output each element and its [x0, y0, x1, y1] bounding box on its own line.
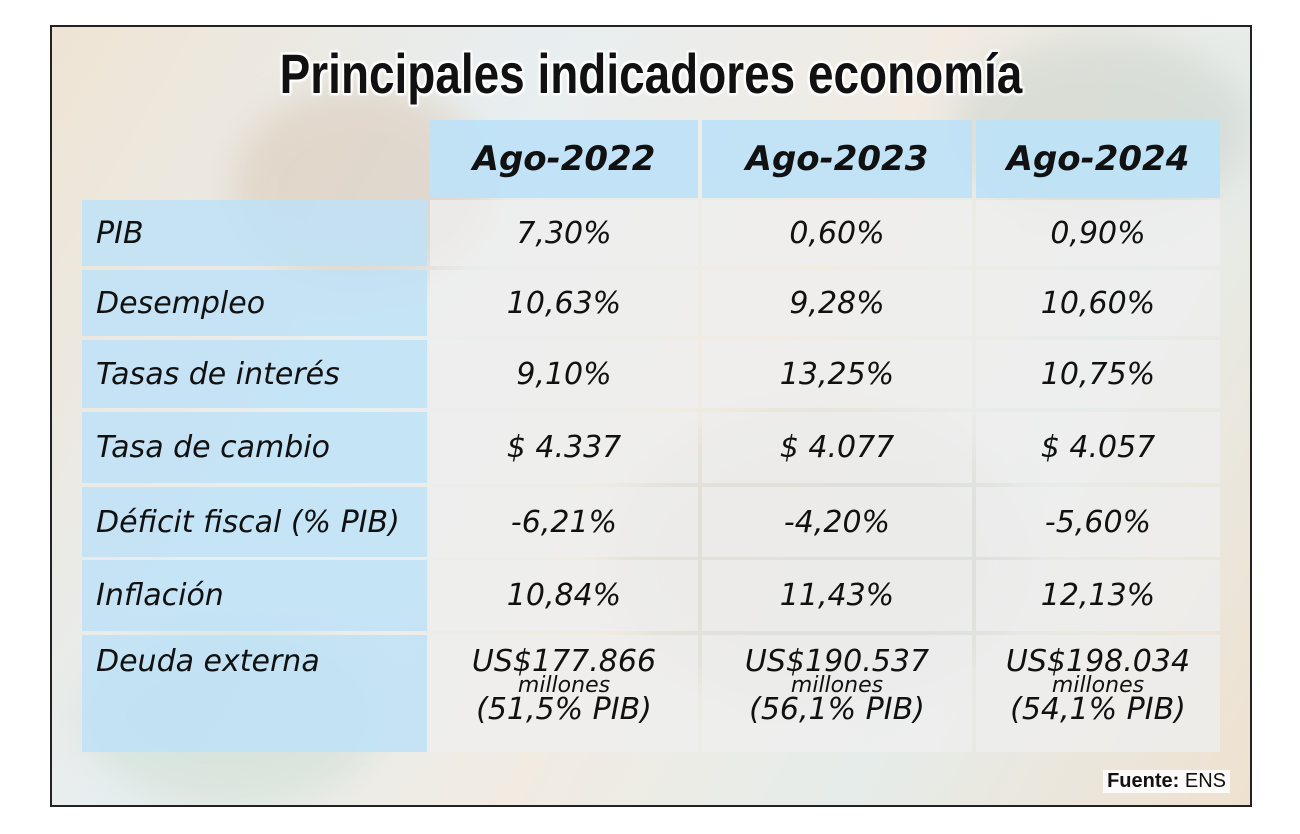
cell-line: (51,5% PIB) — [476, 692, 652, 727]
table-cell: -5,60% — [976, 487, 1220, 557]
table-cell: US$177.866 millones (51,5% PIB) — [430, 635, 698, 752]
row-label: PIB — [82, 200, 427, 266]
table-cell: 13,25% — [702, 340, 972, 408]
table-cell: 10,84% — [430, 560, 698, 631]
row-label: Tasa de cambio — [82, 412, 427, 483]
column-header: Ago-2022 — [430, 120, 698, 198]
table-cell: 9,10% — [430, 340, 698, 408]
table-cell: US$198.034 millones (54,1% PIB) — [976, 635, 1220, 752]
cell-line: millones — [790, 673, 884, 698]
row-label: Desempleo — [82, 270, 427, 336]
row-label: Tasas de interés — [82, 340, 427, 408]
row-label: Déficit fiscal (% PIB) — [82, 487, 427, 557]
table-cell: 12,13% — [976, 560, 1220, 631]
table-cell: $ 4.077 — [702, 412, 972, 483]
source: Fuente: ENS — [1103, 770, 1230, 793]
table-cell: $ 4.057 — [976, 412, 1220, 483]
column-header: Ago-2023 — [702, 120, 972, 198]
table-cell: 0,90% — [976, 200, 1220, 266]
title: Principales indicadores economía — [279, 42, 1023, 105]
table-cell: 0,60% — [702, 200, 972, 266]
table-cell: 10,75% — [976, 340, 1220, 408]
table-cell: 11,43% — [702, 560, 972, 631]
table-cell: 10,60% — [976, 270, 1220, 336]
table-cell: 7,30% — [430, 200, 698, 266]
cell-line: US$198.034 — [1005, 644, 1191, 679]
table-cell: -6,21% — [430, 487, 698, 557]
cell-line: (56,1% PIB) — [749, 692, 925, 727]
source-label: Fuente: — [1107, 770, 1180, 792]
row-label: Deuda externa — [82, 635, 427, 752]
infographic: Principales indicadores economía Fuente:… — [50, 25, 1252, 807]
cell-line: US$177.866 — [471, 644, 657, 679]
row-label: Inflación — [82, 560, 427, 631]
table-cell: US$190.537 millones (56,1% PIB) — [702, 635, 972, 752]
cell-line: millones — [517, 673, 611, 698]
table-cell: $ 4.337 — [430, 412, 698, 483]
source-value: ENS — [1184, 770, 1226, 792]
table-cell: -4,20% — [702, 487, 972, 557]
cell-line: millones — [1051, 673, 1145, 698]
table-cell: 10,63% — [430, 270, 698, 336]
cell-line: (54,1% PIB) — [1010, 692, 1186, 727]
cell-line: US$190.537 — [744, 644, 930, 679]
column-header: Ago-2024 — [976, 120, 1220, 198]
table-cell: 9,28% — [702, 270, 972, 336]
